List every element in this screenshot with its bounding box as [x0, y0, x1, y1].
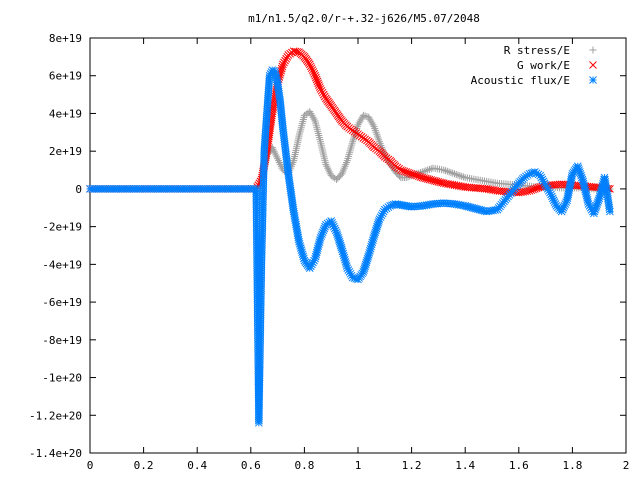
data-point	[302, 110, 310, 118]
x-tick-label: 1.4	[455, 459, 475, 472]
data-point	[424, 166, 432, 174]
data-point	[280, 58, 288, 67]
chart-title: m1/n1.5/q2.0/r-+.32-j626/M5.07/2048	[248, 12, 480, 25]
y-tick-label: 0	[75, 183, 82, 196]
data-point	[450, 170, 458, 178]
data-point	[449, 169, 457, 177]
data-point	[281, 56, 289, 65]
data-point	[456, 172, 464, 180]
legend-label: Acoustic flux/E	[471, 74, 570, 87]
data-point	[300, 111, 308, 119]
x-tick-label: 0.2	[134, 459, 154, 472]
y-tick-label: 2e+19	[49, 145, 82, 158]
data-point	[359, 111, 367, 119]
data-point	[418, 168, 426, 176]
y-tick-label: -8e+19	[42, 334, 82, 347]
data-point	[454, 171, 462, 179]
data-point	[442, 167, 450, 175]
data-point	[318, 88, 327, 97]
data-point	[279, 60, 287, 69]
series-3	[86, 66, 614, 427]
x-tick-label: 1.8	[562, 459, 582, 472]
data-point	[319, 90, 328, 99]
data-point	[440, 166, 448, 174]
plot-frame	[89, 37, 627, 454]
x-tick-label: 0.6	[241, 459, 261, 472]
data-point	[317, 86, 326, 95]
y-tick-label: 6e+19	[49, 70, 82, 83]
data-point	[422, 167, 430, 175]
x-tick-label: 0.8	[294, 459, 314, 472]
x-tick-label: 2	[623, 459, 630, 472]
data-point	[304, 109, 312, 117]
data-point	[320, 92, 329, 101]
y-tick-label: -1.2e+20	[29, 409, 82, 422]
data-marks	[86, 47, 614, 427]
data-point	[308, 66, 317, 74]
data-point	[306, 62, 315, 71]
legend-label: R stress/E	[504, 44, 570, 57]
data-point	[309, 68, 318, 76]
x-tick-label: 1.2	[402, 459, 422, 472]
data-point	[452, 170, 460, 178]
data-point	[278, 62, 287, 71]
data-point	[361, 112, 369, 120]
data-point	[458, 172, 466, 180]
y-tick-label: -1e+20	[42, 372, 82, 385]
y-tick-label: 4e+19	[49, 107, 82, 120]
data-point	[277, 64, 286, 73]
data-point	[459, 173, 467, 181]
data-point	[329, 173, 337, 181]
data-point	[443, 167, 451, 175]
y-tick-label: -4e+19	[42, 258, 82, 271]
y-tick-label: 8e+19	[49, 32, 82, 45]
legend-marker	[589, 61, 597, 69]
legend-marker	[589, 46, 597, 54]
x-tick-label: 0	[87, 459, 94, 472]
y-tick-label: -1.4e+20	[29, 447, 82, 460]
x-tick-label: 1.6	[509, 459, 529, 472]
data-point	[402, 174, 410, 182]
series-1	[86, 108, 614, 193]
data-point	[445, 168, 453, 176]
data-point	[349, 136, 357, 144]
legend-label: G work/E	[517, 59, 570, 72]
data-point	[327, 172, 335, 180]
data-point	[305, 60, 314, 69]
x-tick-label: 0.4	[187, 459, 207, 472]
legend: R stress/E G work/E Acoustic flux/E	[471, 44, 597, 87]
y-tick-label: -2e+19	[42, 221, 82, 234]
data-point	[447, 169, 455, 177]
x-tick-label: 1	[355, 459, 362, 472]
y-tick-label: -6e+19	[42, 296, 82, 309]
data-point	[315, 83, 324, 91]
axis-ticks: 0 0.2 0.4 0.6 0.8 1 1.2 1.4 1.6 1.8 2 8e+19 6e+19 4e+…	[29, 32, 629, 472]
data-point	[316, 85, 325, 93]
legend-marker	[589, 76, 597, 84]
data-point	[310, 69, 319, 78]
data-point	[425, 165, 433, 173]
data-point	[307, 64, 316, 73]
data-point	[282, 54, 291, 63]
data-point	[606, 207, 614, 216]
